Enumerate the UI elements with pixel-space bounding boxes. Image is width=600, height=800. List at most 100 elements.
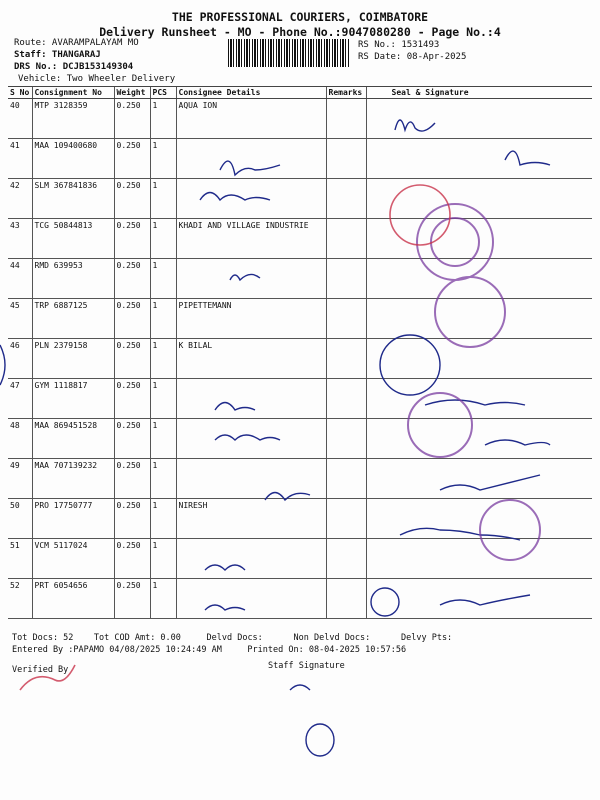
weight: 0.250 [113, 98, 150, 139]
col-remarks: Remarks [325, 86, 366, 99]
seal-signature [365, 458, 592, 499]
pcs: 1 [149, 458, 176, 499]
sno: 44 [8, 258, 32, 299]
weight: 0.250 [113, 338, 150, 379]
consignment-no: TCG 50844813 [31, 218, 114, 259]
remarks [325, 98, 366, 139]
consignee-details [175, 138, 326, 179]
pcs: 1 [149, 98, 176, 139]
pcs: 1 [149, 498, 176, 539]
consignment-no: MAA 707139232 [31, 458, 114, 499]
table-row: 41 MAA 109400680 0.250 1 [8, 138, 592, 179]
pcs: 1 [149, 258, 176, 299]
weight: 0.250 [113, 218, 150, 259]
sno: 45 [8, 298, 32, 339]
printed-on: Printed On: 08-04-2025 10:57:56 [247, 645, 407, 655]
pcs: 1 [149, 218, 176, 259]
company-name: THE PROFESSIONAL COURIERS, COIMBATORE [171, 10, 429, 24]
consignment-no: MTP 3128359 [31, 98, 114, 139]
entered-by: Entered By :PAPAMO 04/08/2025 10:24:49 A… [12, 645, 222, 655]
consignee-details [175, 578, 326, 619]
sno: 51 [8, 538, 32, 579]
consignee-details [175, 458, 326, 499]
table-row: 50 PRO 17750777 0.250 1 NIRESH [8, 498, 592, 539]
consignee-details [175, 258, 326, 299]
signatures [0, 119, 551, 757]
col-pcs: PCS [149, 86, 176, 99]
consignee-details: AQUA ION [175, 98, 326, 139]
consignee-details: KHADI AND VILLAGE INDUSTRIE [175, 218, 326, 259]
rs-date: RS Date: 08-Apr-2025 [358, 52, 467, 62]
seal-signature [365, 98, 592, 139]
table-row: 47 GYM 1118817 0.250 1 [8, 378, 592, 419]
seal-signature [365, 578, 592, 619]
consignment-no: SLM 367841836 [31, 178, 114, 219]
remarks [325, 538, 366, 579]
weight: 0.250 [113, 498, 150, 539]
remarks [325, 138, 366, 179]
remarks [325, 578, 366, 619]
entered-line: Entered By :PAPAMO 04/08/2025 10:24:49 A… [12, 645, 406, 656]
seal-signature [365, 498, 592, 539]
rs-no: RS No.: 1531493 [358, 40, 440, 50]
table-row: 45 TRP 6887125 0.250 1 PIPETTEMANN [8, 298, 592, 339]
pcs: 1 [149, 298, 176, 339]
table-row: 46 PLN 2379158 0.250 1 K BILAL [8, 338, 592, 379]
consignee-details [175, 378, 326, 419]
remarks [325, 338, 366, 379]
route: Route: AVARAMPALAYAM MO [14, 38, 139, 48]
col-weight: Weight [113, 86, 150, 99]
weight: 0.250 [113, 378, 150, 419]
seal-signature [365, 378, 592, 419]
consignment-no: PRO 17750777 [31, 498, 114, 539]
consignment-no: RMD 639953 [31, 258, 114, 299]
table-row: 51 VCM 5117024 0.250 1 [8, 538, 592, 579]
red-stamp [19, 184, 451, 691]
weight: 0.250 [113, 458, 150, 499]
sno: 52 [8, 578, 32, 619]
tot-cod: Tot COD Amt: 0.00 [93, 633, 181, 643]
col-sno: S No [8, 86, 32, 99]
pcs: 1 [149, 378, 176, 419]
table-row: 52 PRT 6054656 0.250 1 [8, 578, 592, 619]
staff-signature: Staff Signature [268, 661, 345, 671]
sno: 40 [8, 98, 32, 139]
delvy-pts: Delvy Pts: [401, 633, 453, 643]
remarks [325, 498, 366, 539]
sno: 46 [8, 338, 32, 379]
remarks [325, 298, 366, 339]
pcs: 1 [149, 538, 176, 579]
remarks [325, 258, 366, 299]
consignee-details [175, 538, 326, 579]
consignee-details: NIRESH [175, 498, 326, 539]
remarks [325, 458, 366, 499]
remarks [325, 418, 366, 459]
sno: 43 [8, 218, 32, 259]
pcs: 1 [149, 338, 176, 379]
seal-signature [365, 138, 592, 179]
pcs: 1 [149, 578, 176, 619]
barcode [228, 39, 350, 67]
runsheet-table: S No Consignment No Weight PCS Consignee… [8, 86, 592, 619]
sno: 49 [8, 458, 32, 499]
vehicle: Vehicle: Two Wheeler Delivery [18, 74, 176, 84]
consignment-no: MAA 869451528 [31, 418, 114, 459]
remarks [325, 378, 366, 419]
delvd-docs: Delvd Docs: [206, 633, 263, 643]
weight: 0.250 [113, 298, 150, 339]
col-consignee: Consignee Details [175, 86, 326, 99]
consignment-no: PLN 2379158 [31, 338, 114, 379]
col-seal: Seal & Signature [365, 86, 592, 99]
staff: Staff: THANGARAJ [14, 50, 101, 60]
sno: 50 [8, 498, 32, 539]
non-delvd-docs: Non Delvd Docs: [293, 633, 371, 643]
consignee-details: PIPETTEMANN [175, 298, 326, 339]
pcs: 1 [149, 178, 176, 219]
verified-by: Verified By [12, 665, 69, 675]
consignment-no: TRP 6887125 [31, 298, 114, 339]
drs-no: DRS No.: DCJB153149304 [14, 62, 134, 72]
weight: 0.250 [113, 538, 150, 579]
pcs: 1 [149, 418, 176, 459]
